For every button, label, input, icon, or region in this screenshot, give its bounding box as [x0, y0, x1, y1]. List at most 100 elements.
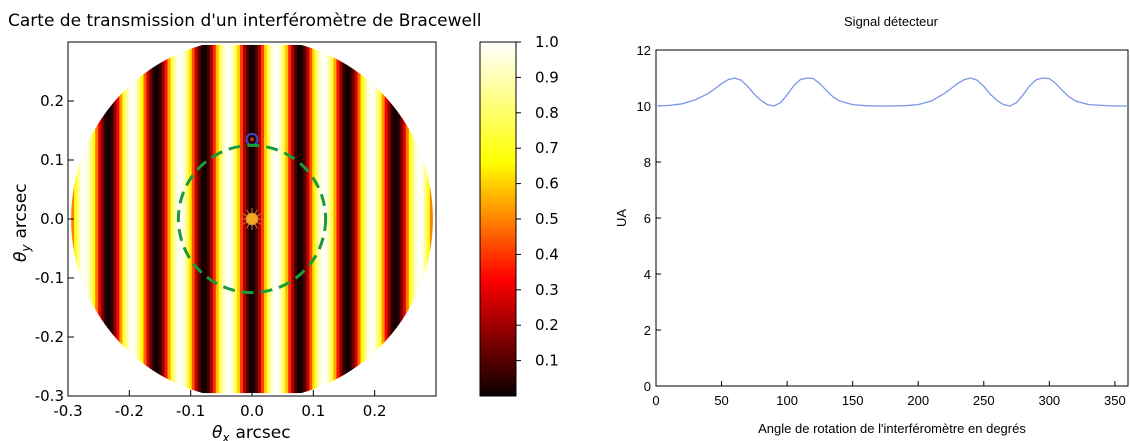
map-x-label-sub: x — [221, 431, 230, 441]
signal-x-axis-label: Angle de rotation de l'interféromètre en… — [758, 421, 1026, 436]
map-y-tick-label: -0.2 — [35, 328, 64, 346]
map-fringe-column — [273, 44, 277, 394]
map-fringe-column — [95, 44, 99, 394]
map-fringe-column — [224, 44, 229, 394]
signal-x-tick-label: 300 — [1038, 393, 1060, 408]
map-x-axis-label: θx arcsec — [212, 423, 291, 441]
map-fringe-column — [342, 44, 347, 394]
colorbar: 0.1 0.2 0.3 0.4 0.5 0.6 0.7 0.8 0.9 1.0 — [479, 33, 559, 397]
map-fringe-column — [423, 44, 428, 394]
map-fringe-column — [375, 44, 380, 394]
map-fringe-column — [92, 44, 96, 394]
map-fringe-column — [107, 44, 111, 394]
map-x-tick-label: 0.1 — [301, 402, 325, 420]
planet-core — [250, 137, 254, 142]
map-fringe-column — [327, 44, 332, 394]
map-fringe-column — [282, 44, 286, 394]
star-ray — [256, 213, 262, 217]
map-fringe-column — [309, 44, 313, 394]
map-fringe-column — [137, 44, 142, 394]
map-fringe-column — [318, 44, 322, 394]
map-y-tick-label: 0.2 — [40, 92, 64, 110]
colorbar-tick-label: 0.5 — [535, 210, 559, 228]
signal-x-tick-label: 0 — [652, 393, 659, 408]
map-fringe-column — [399, 44, 404, 394]
signal-y-tick-label: 0 — [644, 379, 651, 394]
map-fringe-column — [221, 44, 226, 394]
map-fringe-column — [161, 44, 166, 394]
colorbar-gradient — [479, 41, 517, 397]
map-fringe-column — [405, 44, 410, 394]
map-fringe-column — [306, 44, 310, 394]
map-fringe-column — [300, 44, 304, 394]
map-fringe-column — [110, 44, 114, 394]
colorbar-tick-label: 0.7 — [535, 139, 559, 157]
map-fringe-column — [330, 44, 335, 394]
map-fringe-column — [164, 44, 169, 394]
map-fringe-column — [113, 44, 117, 394]
map-fringe-column — [390, 44, 395, 394]
map-fringe-column — [297, 44, 301, 394]
map-fringe-column — [197, 44, 202, 394]
map-fringe-column — [215, 44, 220, 394]
map-fringe-column — [167, 44, 172, 394]
map-fringe-column — [345, 44, 350, 394]
map-fringe-column — [143, 44, 148, 394]
map-title: Carte de transmission d'un interféromètr… — [8, 11, 481, 31]
star-ray — [246, 223, 250, 229]
map-fringe-column — [155, 44, 160, 394]
map-y-label-sub: y — [19, 244, 33, 253]
map-x-tick-label: -0.2 — [115, 402, 144, 420]
signal-y-tick-label: 4 — [644, 267, 651, 282]
map-fringe-column — [128, 44, 132, 394]
signal-y-tick-label: 12 — [637, 43, 651, 58]
map-fringe-column — [170, 44, 175, 394]
map-fringe-column — [363, 44, 368, 394]
map-fringe-column — [233, 44, 238, 394]
map-fringe-column — [86, 44, 90, 394]
map-fringe-column — [146, 44, 151, 394]
star-ray — [242, 213, 248, 217]
map-fringe-column — [206, 44, 211, 394]
map-fringe-column — [236, 44, 241, 394]
map-fringe-column — [194, 44, 199, 394]
map-fringe-column — [173, 44, 178, 394]
map-fringe-column — [279, 44, 283, 394]
map-fringe-column — [303, 44, 307, 394]
signal-x-tick-label: 50 — [714, 393, 728, 408]
map-y-label-unit: arcsec — [11, 183, 31, 238]
colorbar-tick-label: 0.4 — [535, 245, 559, 263]
signal-x-tick-label: 200 — [907, 393, 929, 408]
map-x-tick-label: -0.3 — [53, 402, 82, 420]
map-fringe-column — [384, 44, 389, 394]
signal-y-tick-label: 10 — [637, 99, 651, 114]
map-fringe-column — [134, 44, 139, 394]
map-fringe-column — [122, 44, 126, 394]
map-fringe-column — [357, 44, 362, 394]
map-x-label-unit: arcsec — [236, 423, 291, 441]
map-fringe-column — [381, 44, 386, 394]
colorbar-ticks: 0.1 0.2 0.3 0.4 0.5 0.6 0.7 0.8 0.9 1.0 — [516, 33, 559, 370]
signal-series-line — [655, 77, 1128, 107]
map-fringe-column — [372, 44, 377, 394]
map-fringe-column — [89, 44, 93, 394]
signal-x-tick-label: 350 — [1104, 393, 1126, 408]
colorbar-tick-label: 1.0 — [535, 33, 559, 51]
signal-y-axis-label: UA — [614, 209, 629, 227]
map-fringe-column — [339, 44, 344, 394]
map-fringe-column — [191, 44, 196, 394]
map-x-axis: -0.3 -0.2 -0.1 0.0 0.1 0.2 — [53, 390, 387, 420]
map-fringe-column — [119, 44, 123, 394]
map-annotations — [176, 132, 328, 295]
map-fringe-column — [209, 44, 214, 394]
map-y-axis: -0.3 -0.2 -0.1 0.0 0.1 0.2 — [35, 92, 74, 405]
map-fringe-column — [396, 44, 401, 394]
star-marker — [245, 212, 259, 226]
map-y-tick-label: 0.0 — [40, 210, 64, 228]
map-fringe-column — [417, 44, 422, 394]
map-fringe-column — [104, 44, 108, 394]
map-fringe-column — [77, 44, 81, 394]
map-fringe-column — [333, 44, 338, 394]
map-fringe-column — [158, 44, 163, 394]
map-fringe-column — [188, 44, 193, 394]
